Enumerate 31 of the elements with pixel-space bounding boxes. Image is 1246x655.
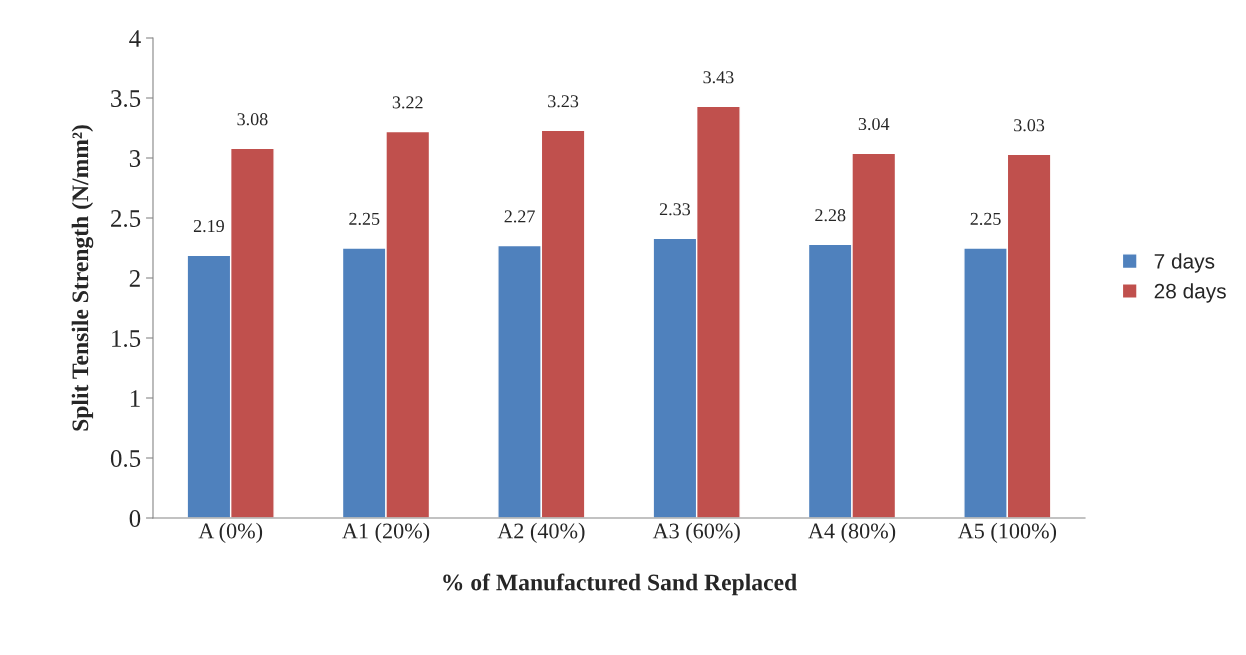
y-axis-title: Split Tensile Strength (N/mm²)	[71, 125, 94, 431]
x-tick-label: A1 (20%)	[342, 522, 430, 544]
y-tick-label: 0	[129, 510, 141, 527]
data-label: 2.33	[659, 203, 691, 216]
x-tick-label: A (0%)	[198, 522, 263, 544]
data-label: 2.28	[815, 209, 846, 222]
data-label: 3.03	[1014, 119, 1045, 132]
x-tick-label: A4 (80%)	[808, 522, 896, 544]
y-tick-label: 3.5	[111, 90, 141, 108]
data-label: 3.08	[237, 113, 268, 126]
x-tick-label: A2 (40%)	[497, 522, 585, 544]
data-label: 3.22	[392, 96, 423, 109]
x-tick-label: A3 (60%)	[652, 522, 740, 544]
x-axis-title: % of Manufactured Sand Replaced	[443, 573, 797, 596]
y-tick-label: 2.5	[111, 210, 141, 228]
y-tick-label: 0.5	[110, 450, 141, 468]
data-label: 3.23	[548, 95, 579, 108]
y-tick-label: 1	[130, 390, 140, 407]
y-tick-label: 1.5	[112, 330, 141, 348]
legend-label: 7 days	[1154, 253, 1215, 273]
data-label: 3.04	[858, 117, 890, 131]
y-tick-label: 2	[129, 270, 140, 287]
legend-label: 28 days	[1154, 283, 1226, 303]
data-label: 2.25	[349, 212, 380, 225]
data-label: 2.25	[970, 212, 1001, 225]
y-tick-label: 4	[129, 30, 141, 47]
data-label: 2.27	[504, 210, 535, 223]
data-label: 3.43	[703, 71, 734, 84]
x-tick-label: A5 (100%)	[957, 522, 1057, 544]
y-tick-label: 3	[129, 150, 141, 167]
data-label: 2.19	[193, 219, 224, 233]
